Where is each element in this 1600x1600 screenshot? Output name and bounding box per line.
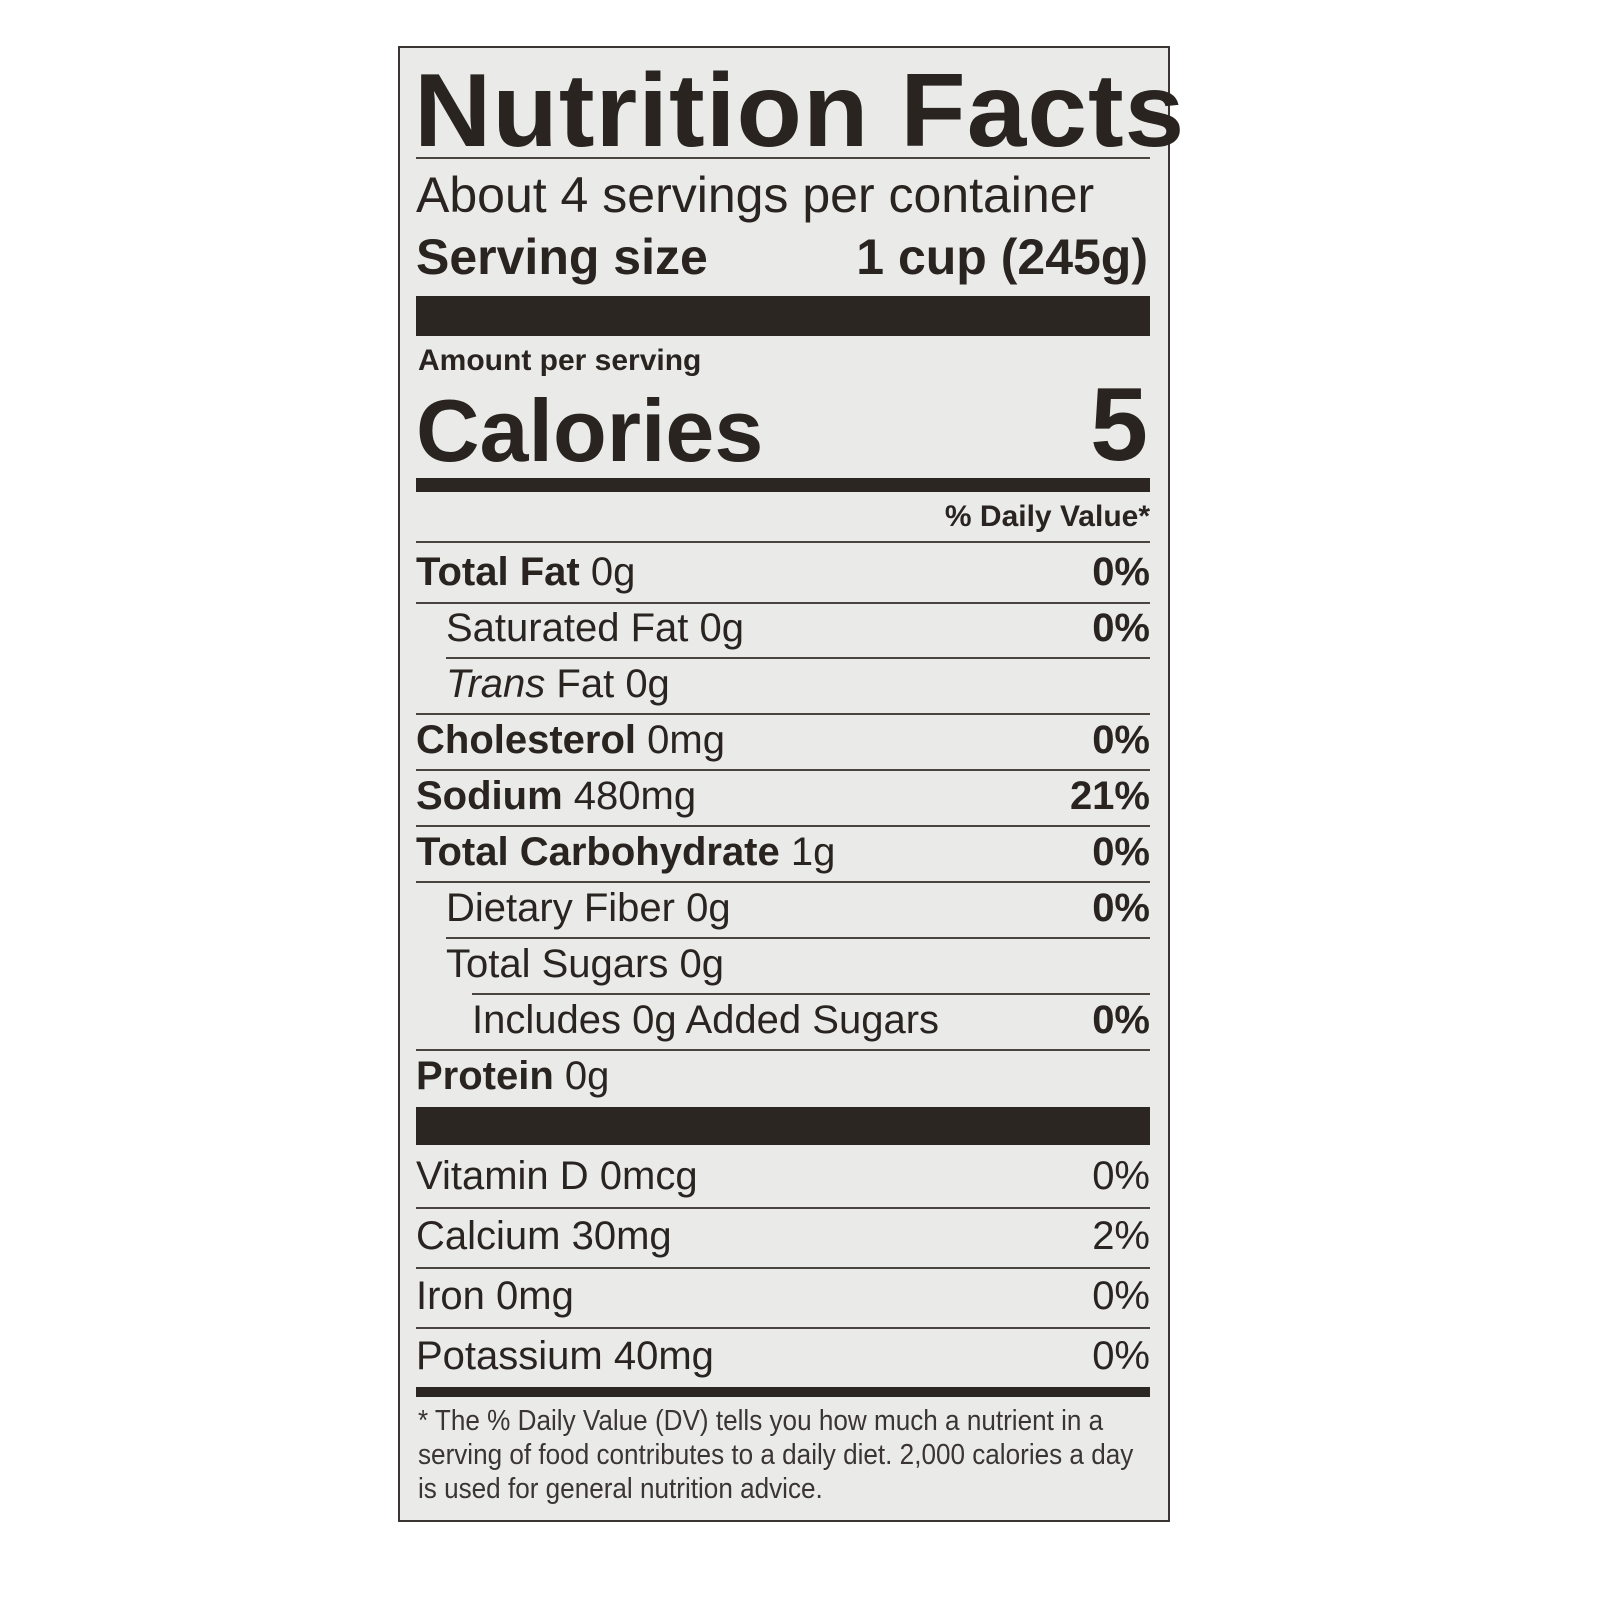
nutrient-row-sodium: Sodium 480mg 21% [416,774,1150,824]
nutrient-amount: Fat 0g [556,662,670,706]
vitamin-dv: 2% [1092,1214,1150,1258]
nutrient-amount: 0g [699,606,745,650]
nutrient-dv: 0% [1092,998,1150,1042]
nutrient-row-dietary-fiber: Dietary Fiber 0g 0% [446,886,1150,936]
nutrient-name: Total Fat [416,550,580,594]
vitamin-name: Vitamin D 0mcg [416,1154,698,1198]
nutrient-name: Total Carbohydrate [416,830,780,874]
vitamin-dv: 0% [1092,1334,1150,1378]
vitamin-row-calcium: Calcium 30mg 2% [416,1214,1150,1264]
servings-per-container: About 4 servings per container [416,167,1095,223]
vitamin-dv: 0% [1092,1274,1150,1318]
label-title: Nutrition Facts [414,53,1186,169]
nutrient-amount: 0mg [647,718,725,762]
vitamin-name: Calcium 30mg [416,1214,672,1258]
vitamin-dv: 0% [1092,1154,1150,1198]
thick-divider [416,296,1150,336]
nutrient-dv: 0% [1092,550,1150,594]
divider [416,1049,1150,1051]
divider [472,993,1150,995]
nutrient-row-total-fat: Total Fat 0g 0% [416,550,1150,600]
divider [416,1327,1150,1329]
nutrient-amount: 0g [590,550,636,594]
nutrient-amount: 1g [790,830,836,874]
nutrient-dv: 0% [1092,886,1150,930]
nutrient-name: Sodium [416,774,563,818]
divider [416,602,1150,604]
nutrient-row-trans-fat: Trans Fat 0g [446,662,1150,712]
nutrient-row-saturated-fat: Saturated Fat 0g 0% [446,606,1150,656]
nutrient-name: Includes 0g Added Sugars [472,998,940,1042]
vitamin-row-iron: Iron 0mg 0% [416,1274,1150,1324]
nutrient-name: Dietary Fiber [446,886,675,930]
nutrient-name: Saturated Fat [446,606,689,650]
footnote: * The % Daily Value (DV) tells you how m… [418,1405,1134,1505]
nutrient-amount: 0g [564,1054,610,1098]
nutrient-row-cholesterol: Cholesterol 0mg 0% [416,718,1150,768]
thick-divider [416,1387,1150,1397]
calories-value: 5 [1090,367,1148,483]
nutrient-row-total-carbohydrate: Total Carbohydrate 1g 0% [416,830,1150,880]
vitamin-name: Potassium 40mg [416,1334,714,1378]
nutrient-row-total-sugars: Total Sugars 0g [446,942,1150,992]
nutrient-amount: 480mg [573,774,697,818]
divider [416,881,1150,883]
nutrient-dv: 0% [1092,718,1150,762]
divider [416,541,1150,543]
calories-label: Calories [416,381,764,480]
nutrient-dv: 0% [1092,606,1150,650]
divider [416,1207,1150,1209]
thick-divider [416,1107,1150,1145]
nutrient-row-added-sugars: Includes 0g Added Sugars 0% [472,998,1150,1048]
divider [416,157,1150,159]
nutrient-amount: 0g [686,886,731,930]
serving-size-label: Serving size [416,229,708,285]
amount-per-serving: Amount per serving [418,344,702,377]
divider [446,937,1150,939]
nutrient-dv: 21% [1069,774,1150,818]
nutrient-name: Trans [446,662,546,706]
vitamin-row-vitamin-d: Vitamin D 0mcg 0% [416,1154,1150,1204]
nutrient-name: Total Sugars [446,942,669,986]
divider [416,825,1150,827]
divider [416,713,1150,715]
nutrient-row-protein: Protein 0g [416,1054,1150,1104]
nutrient-amount: 0g [679,942,724,986]
serving-size-value: 1 cup (245g) [856,229,1148,285]
nutrient-name: Protein [416,1054,554,1098]
nutrient-dv: 0% [1092,830,1150,874]
nutrient-name: Cholesterol [416,718,637,762]
divider [416,1267,1150,1269]
daily-value-header: % Daily Value* [944,500,1150,533]
thick-divider [416,478,1150,492]
nutrition-facts-label [398,46,1170,1522]
vitamin-name: Iron 0mg [416,1274,574,1318]
divider [416,769,1150,771]
divider [446,657,1150,659]
vitamin-row-potassium: Potassium 40mg 0% [416,1334,1150,1384]
